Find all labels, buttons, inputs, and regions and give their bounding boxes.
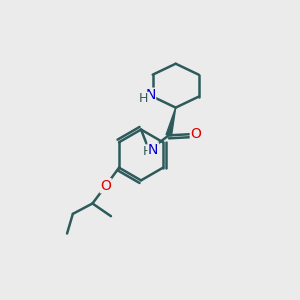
Text: N: N (145, 88, 156, 102)
Text: H: H (142, 145, 152, 158)
Polygon shape (166, 108, 176, 136)
Text: O: O (100, 179, 111, 193)
Text: N: N (148, 143, 158, 157)
Text: H: H (139, 92, 148, 105)
Text: O: O (190, 127, 201, 141)
